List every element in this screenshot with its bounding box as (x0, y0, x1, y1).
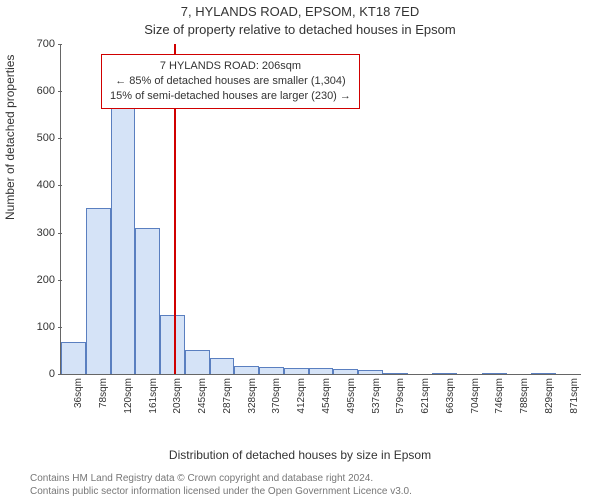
histogram-bar (234, 366, 259, 374)
info-box: 7 HYLANDS ROAD: 206sqm← 85% of detached … (101, 54, 360, 109)
x-tick: 621sqm (420, 374, 431, 414)
x-tick: 871sqm (569, 374, 580, 414)
histogram-bar (111, 106, 136, 374)
x-tick: 454sqm (321, 374, 332, 414)
y-tick: 500 (37, 132, 61, 144)
histogram-bar (86, 208, 111, 374)
x-tick: 328sqm (247, 374, 258, 414)
info-box-line: 7 HYLANDS ROAD: 206sqm (110, 59, 351, 74)
histogram-bar (259, 367, 284, 374)
x-tick: 203sqm (172, 374, 183, 414)
x-tick: 370sqm (271, 374, 282, 414)
x-tick: 161sqm (148, 374, 159, 414)
x-tick: 412sqm (296, 374, 307, 414)
x-tick: 663sqm (445, 374, 456, 414)
x-tick: 495sqm (346, 374, 357, 414)
plot-area: 010020030040050060070036sqm78sqm120sqm16… (60, 44, 581, 375)
y-tick: 700 (37, 38, 61, 50)
histogram-bar (61, 342, 86, 374)
y-tick: 300 (37, 227, 61, 239)
footer-copyright: Contains HM Land Registry data © Crown c… (30, 473, 373, 484)
y-tick: 400 (37, 179, 61, 191)
x-tick: 829sqm (544, 374, 555, 414)
x-tick: 78sqm (98, 374, 109, 408)
y-tick: 100 (37, 321, 61, 333)
histogram-bar (185, 350, 210, 375)
histogram-bar (160, 315, 185, 374)
chart-title-line1: 7, HYLANDS ROAD, EPSOM, KT18 7ED (0, 4, 600, 19)
figure-container: 7, HYLANDS ROAD, EPSOM, KT18 7ED Size of… (0, 0, 600, 500)
histogram-bar (210, 358, 235, 375)
x-tick: 704sqm (470, 374, 481, 414)
y-axis-label: Number of detached properties (3, 55, 17, 220)
footer-licence: Contains public sector information licen… (30, 486, 412, 497)
x-tick: 537sqm (371, 374, 382, 414)
y-tick: 200 (37, 274, 61, 286)
histogram-bar (135, 228, 160, 374)
x-tick: 579sqm (395, 374, 406, 414)
info-box-line: ← 85% of detached houses are smaller (1,… (110, 74, 351, 89)
info-box-line: 15% of semi-detached houses are larger (… (110, 89, 351, 104)
y-tick: 0 (49, 368, 61, 380)
x-axis-label: Distribution of detached houses by size … (0, 448, 600, 462)
x-tick: 245sqm (197, 374, 208, 414)
x-tick: 287sqm (222, 374, 233, 414)
x-tick: 120sqm (123, 374, 134, 414)
x-tick: 36sqm (73, 374, 84, 408)
chart-title-line2: Size of property relative to detached ho… (0, 22, 600, 37)
x-tick: 788sqm (519, 374, 530, 414)
x-tick: 746sqm (494, 374, 505, 414)
y-tick: 600 (37, 85, 61, 97)
